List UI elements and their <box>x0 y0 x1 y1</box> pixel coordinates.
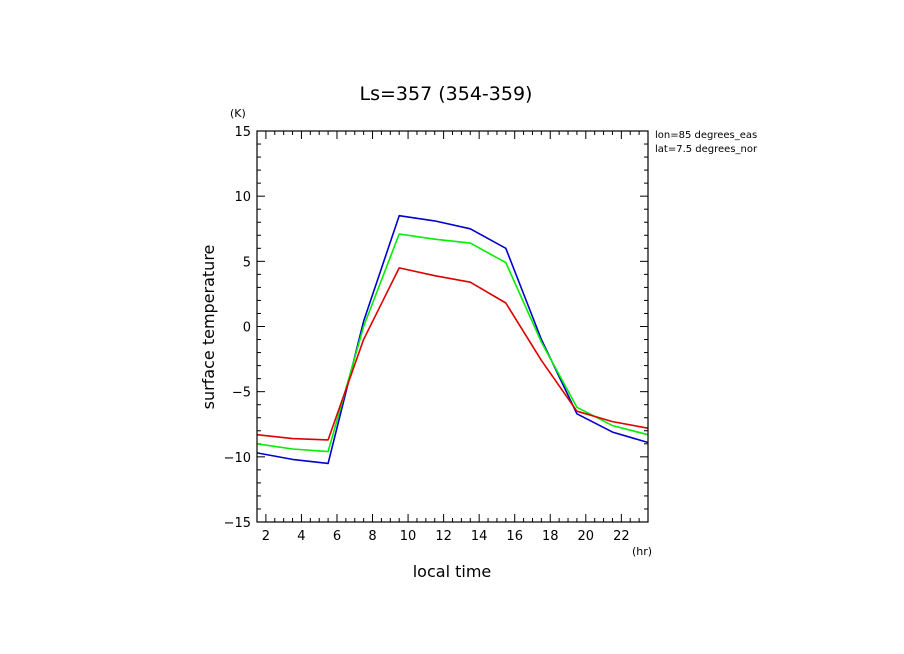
x-tick-label: 16 <box>506 529 523 544</box>
series-line-3 <box>256 267 649 441</box>
chart-title: Ls=357 (354-359) <box>360 83 533 105</box>
x-tick-label: 14 <box>471 529 488 544</box>
x-tick-label: 8 <box>368 529 376 544</box>
y-tick-label: −5 <box>232 386 251 401</box>
x-tick-label: 2 <box>262 529 270 544</box>
x-tick-label: 20 <box>578 529 595 544</box>
plot-frame <box>256 130 649 523</box>
series-line-2 <box>256 233 649 453</box>
x-tick-label: 18 <box>542 529 559 544</box>
plot-area: 2 4 6 8 10 12 14 16 18 20 22 −15 −10 −5 0 5 10 15 <box>224 125 649 544</box>
x-unit-label: (hr) <box>632 545 652 558</box>
y-tick-label: 5 <box>243 255 251 270</box>
annotation-lon: lon=85 degrees_eas <box>655 130 757 141</box>
y-unit-label: (K) <box>230 107 246 120</box>
y-tick-label: −10 <box>224 451 251 466</box>
x-tick-label: 22 <box>613 529 630 544</box>
y-tick-label: 10 <box>234 190 251 205</box>
series-line-1 <box>256 214 649 465</box>
y-tick-label: 0 <box>243 321 251 336</box>
x-tick-label: 12 <box>435 529 452 544</box>
x-tick-label: 4 <box>297 529 305 544</box>
x-tick-label: 6 <box>333 529 341 544</box>
y-tick-label: 15 <box>234 125 251 140</box>
annotation-lat: lat=7.5 degrees_nor <box>655 144 758 155</box>
y-axis-label: surface temperature <box>199 245 218 410</box>
x-tick-label: 10 <box>400 529 417 544</box>
x-axis-label: local time <box>413 562 492 581</box>
y-tick-label: −15 <box>224 516 251 531</box>
